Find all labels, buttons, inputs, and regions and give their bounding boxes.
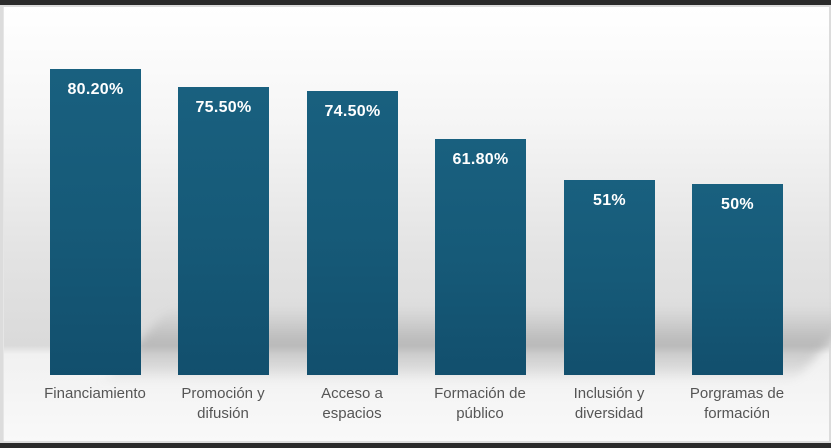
data-label: 80.20% (67, 81, 124, 98)
category-label-line2: formación (704, 405, 770, 422)
data-label: 61.80% (452, 151, 509, 168)
category-label: Formación de público (410, 384, 550, 424)
bar: 50% (692, 184, 783, 375)
category-label: Inclusión y diversidad (539, 384, 679, 424)
data-label: 51% (593, 192, 626, 209)
category-label-line2: espacios (322, 405, 382, 422)
category-label: Acceso a espacios (282, 384, 422, 424)
data-label: 74.50% (324, 103, 381, 120)
category-label-line1: Formación de (434, 385, 526, 402)
category-label-line2: diversidad (574, 405, 644, 422)
data-label: 75.50% (195, 99, 252, 116)
category-label-line1: Acceso a (321, 385, 383, 402)
category-label: Promoción y difusión (153, 384, 293, 424)
bar: 74.50% (307, 91, 398, 375)
category-label: Financiamiento (25, 384, 165, 404)
bar: 75.50% (178, 87, 269, 375)
data-label: 50% (721, 196, 754, 213)
category-label-line1: Promoción y (181, 385, 265, 402)
category-label-line1: Porgramas de (689, 385, 785, 402)
bar: 61.80% (435, 139, 526, 375)
category-label-line1: Inclusión y (573, 385, 645, 402)
category-label-line2: público (456, 405, 504, 422)
bar: 80.20% (50, 69, 141, 375)
bar: 51% (564, 180, 655, 375)
category-label-line1: Financiamiento (44, 385, 146, 402)
category-label-line2: difusión (197, 405, 249, 422)
category-label: Porgramas de formación (667, 384, 807, 424)
